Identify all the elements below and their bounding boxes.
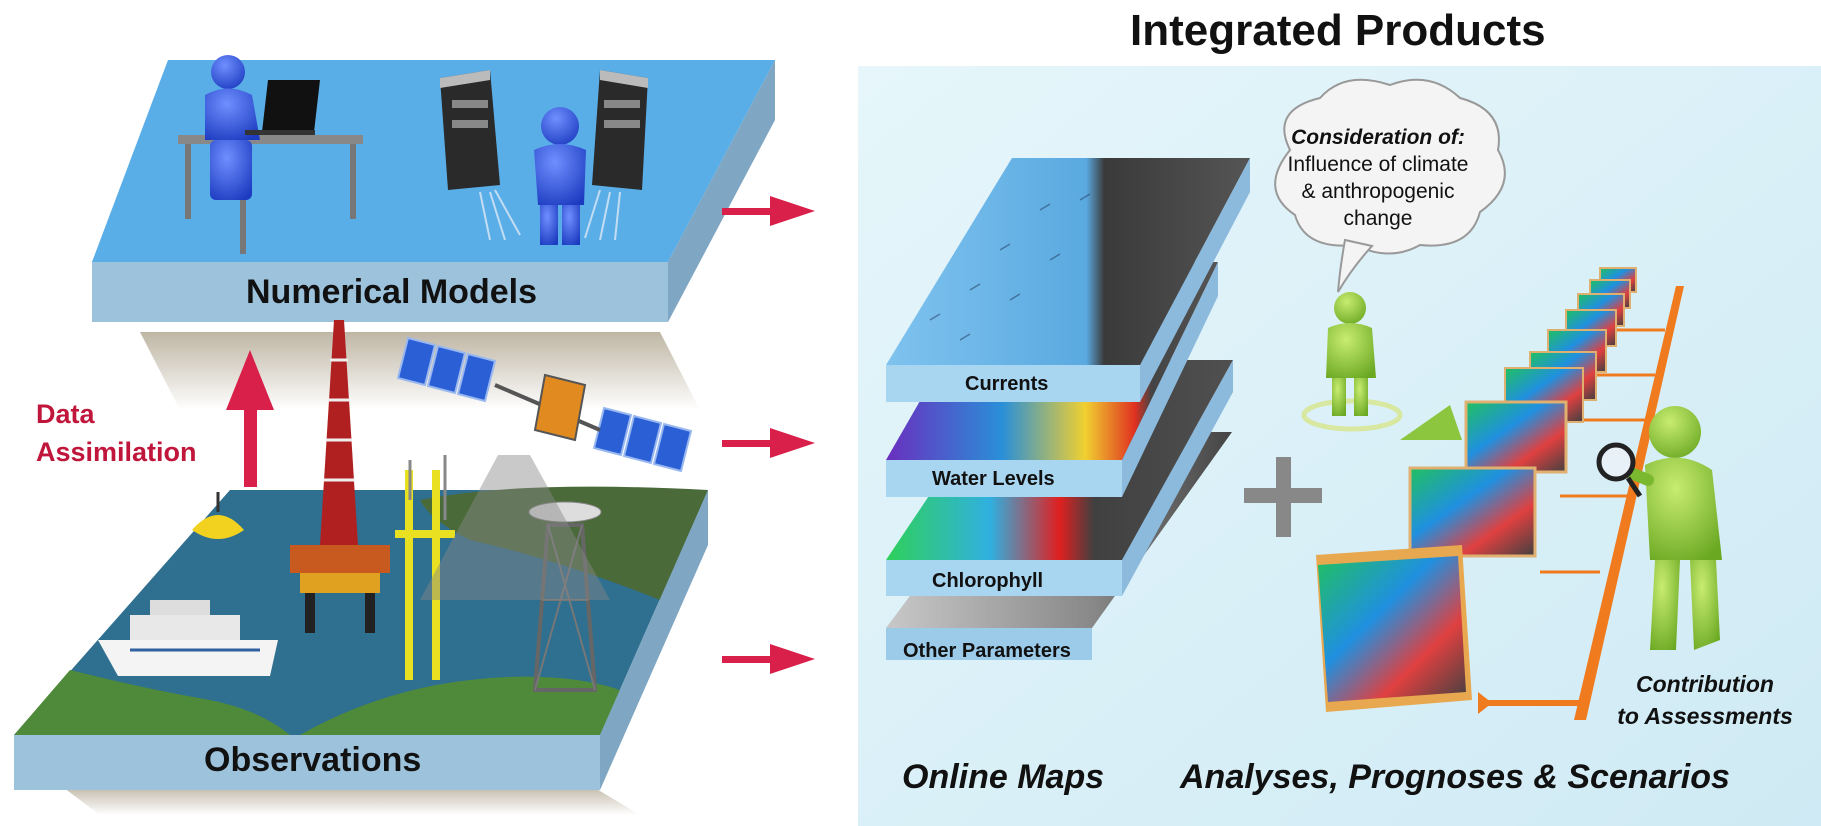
models-arrow: [722, 196, 815, 226]
analyses-label: Analyses, Prognoses & Scenarios: [1180, 758, 1730, 796]
thought-bubble-line2: & anthropogenic: [1301, 180, 1455, 203]
layer-label-currents: Currents: [965, 373, 1049, 395]
offshore-platform-icon: [290, 320, 390, 633]
contribution-line2: to Assessments: [1617, 703, 1793, 729]
buoy-icon: [192, 492, 244, 539]
online-maps-label: Online Maps: [902, 758, 1105, 796]
green-person-icon: [1301, 292, 1462, 440]
satellite-arrow: [722, 428, 815, 458]
analysis-thumbnails: [1316, 267, 1637, 712]
satellite-icon: [396, 336, 693, 600]
numerical-models-platform: [92, 55, 775, 410]
thumb-2: [1408, 466, 1537, 558]
observations-arrow: [722, 644, 815, 674]
thought-bubble-heading: Consideration of:: [1291, 126, 1465, 149]
observations-label: Observations: [204, 741, 422, 779]
thought-bubble-line1: Influence of climate: [1287, 153, 1469, 176]
numerical-models-label: Numerical Models: [246, 273, 537, 311]
thought-bubble: [1274, 78, 1506, 293]
map-layer-stack: [886, 158, 1250, 660]
lattice-tower-icon: [528, 501, 602, 692]
contribution-label: Contribution to Assessments: [1600, 668, 1810, 732]
timeline-structure: [1478, 286, 1684, 720]
assimilation-arrow: [226, 350, 274, 487]
thought-bubble-line3: change: [1343, 207, 1413, 230]
plus-icon: [1244, 457, 1322, 537]
data-assimilation-line1: Data: [36, 399, 95, 429]
measuring-mast-icon: [395, 455, 455, 680]
servers-and-engineer-icon: [440, 70, 648, 245]
platform-top: [92, 60, 775, 262]
observations-platform: [14, 320, 708, 815]
data-assimilation-label: Data Assimilation: [36, 395, 197, 471]
contribution-line1: Contribution: [1636, 671, 1774, 697]
ferry-icon: [98, 600, 278, 676]
layer-label-chlorophyll: Chlorophyll: [932, 570, 1044, 592]
flow-arrows: [722, 196, 815, 674]
green-figure-with-magnifier-icon: [1596, 406, 1722, 650]
thumb-3: [1464, 400, 1568, 474]
layer-label-water-levels: Water Levels: [932, 468, 1055, 490]
map-layer-currents: [886, 158, 1250, 402]
page-title: Integrated Products: [1130, 6, 1546, 55]
person-at-desk-icon: [178, 55, 363, 254]
thumb-1: [1316, 545, 1472, 712]
layer-label-other-parameters: Other Parameters: [903, 640, 1071, 662]
data-assimilation-line2: Assimilation: [36, 437, 197, 467]
thought-bubble-text: Consideration of: Influence of climate &…: [1268, 124, 1488, 232]
